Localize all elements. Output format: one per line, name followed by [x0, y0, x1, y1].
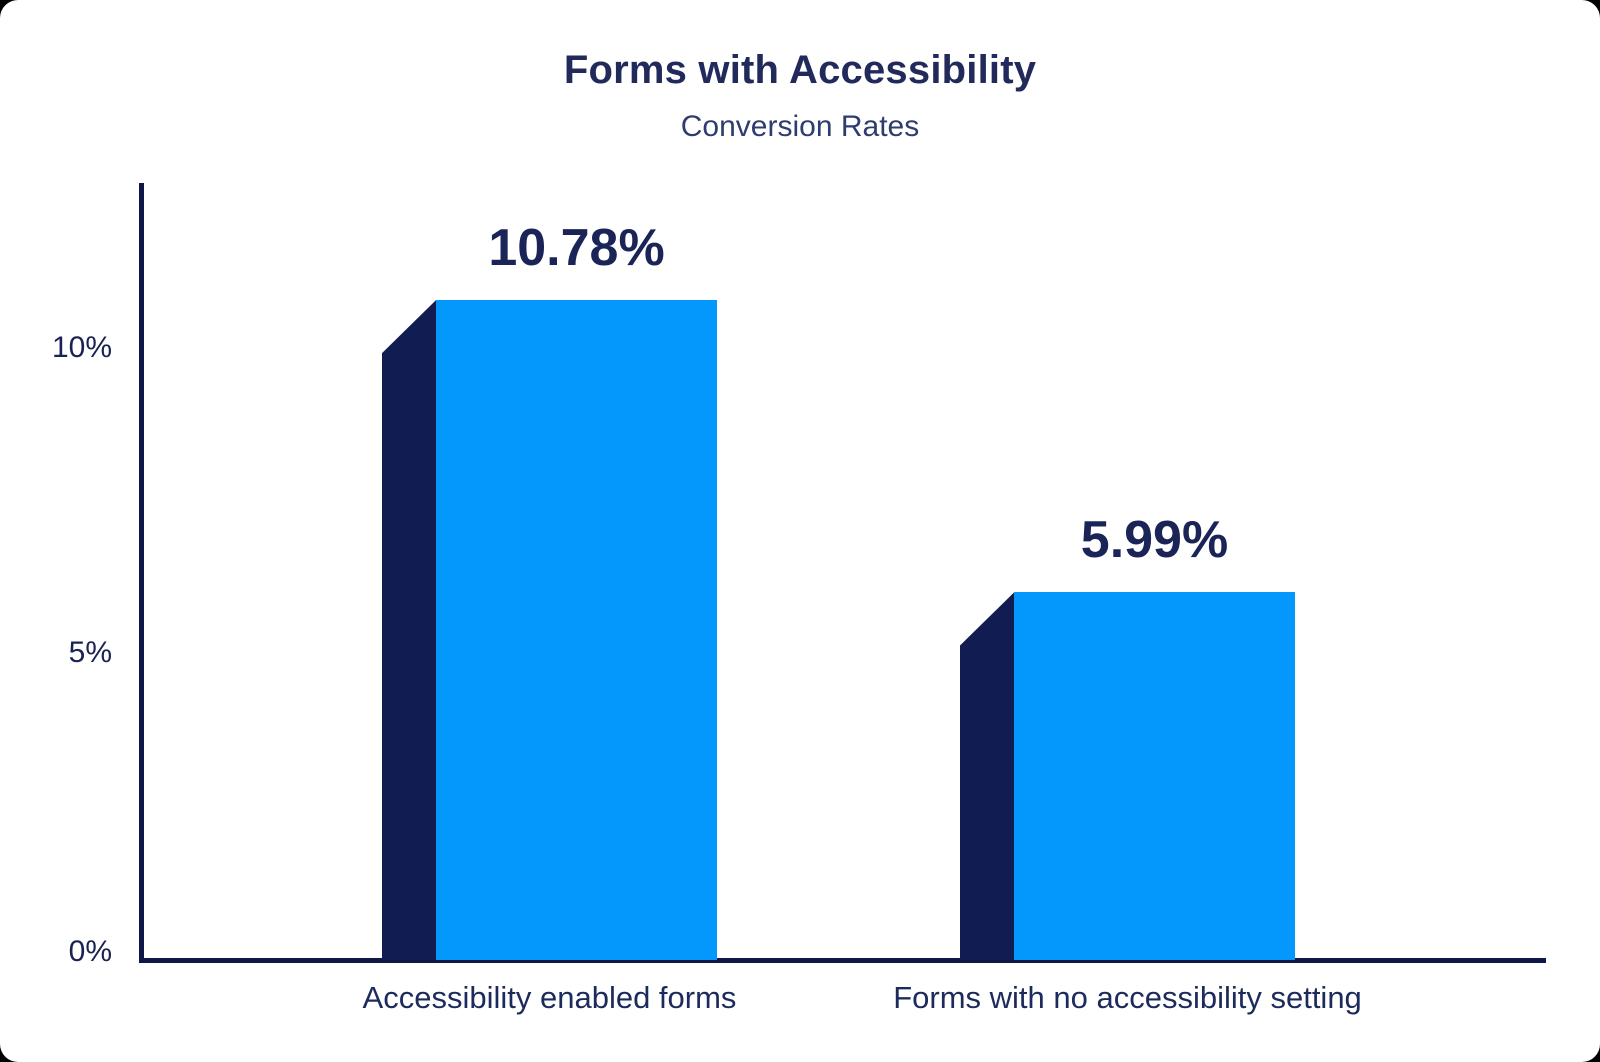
- chart-subtitle: Conversion Rates: [680, 110, 920, 143]
- y-tick-label: 5%: [68, 635, 112, 669]
- bar-face: [436, 300, 717, 960]
- bar-side-3d: [960, 592, 1014, 960]
- y-axis-line: [139, 183, 144, 963]
- bar-face: [1014, 592, 1295, 960]
- bar-value-label: 5.99%: [1080, 511, 1229, 570]
- y-tick-label: 0%: [68, 935, 112, 968]
- x-axis-line: [139, 958, 1546, 963]
- bar-side-3d: [382, 300, 436, 960]
- y-tick-label: 10%: [51, 330, 112, 364]
- bar-value-label: 10.78%: [488, 219, 665, 278]
- bar-category-label: Forms with no accessibility setting: [893, 980, 1362, 1015]
- chart-title: Forms with Accessibility: [563, 48, 1037, 92]
- bar-category-label: Accessibility enabled forms: [362, 980, 737, 1015]
